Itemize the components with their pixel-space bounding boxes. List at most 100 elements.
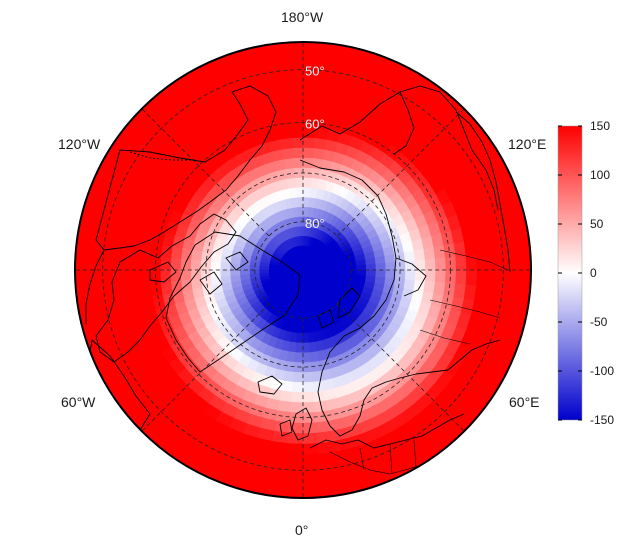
field-cell — [465, 269, 477, 286]
field-cell — [286, 442, 304, 455]
field-cell — [220, 269, 232, 278]
field-cell — [374, 275, 386, 285]
field-cell — [118, 269, 131, 287]
field-cell — [129, 254, 141, 271]
colorbar-tick-label: 50 — [590, 217, 604, 231]
coastline-asia-east — [455, 111, 511, 273]
field-cell — [518, 249, 531, 271]
field-cell — [507, 269, 521, 290]
field-cell — [434, 257, 446, 271]
field-cell — [85, 250, 99, 271]
field-cell — [282, 42, 304, 55]
lon-label-120w: 120°W — [58, 136, 101, 152]
field-cell — [277, 399, 292, 413]
field-cell — [292, 371, 304, 383]
field-cell — [290, 127, 304, 139]
field-cell — [277, 127, 292, 141]
field-cell — [434, 269, 446, 283]
field-cell — [355, 269, 367, 276]
colorbar-tick-label: 150 — [590, 119, 611, 133]
field-cell — [302, 351, 312, 363]
field-cell — [292, 381, 304, 393]
field-cell — [274, 107, 291, 121]
field-cell — [295, 187, 304, 199]
field-cell — [139, 269, 152, 285]
field-cell — [302, 197, 310, 208]
colorbar-tick-label: 100 — [590, 168, 611, 182]
field-cell — [518, 269, 531, 291]
field-cell — [210, 253, 223, 264]
field-cell — [486, 269, 499, 288]
field-cell — [285, 74, 304, 87]
field-cell — [302, 96, 319, 108]
field-cell — [297, 322, 304, 334]
field-cell — [285, 453, 304, 466]
field-cell — [302, 485, 324, 498]
lon-label-180w: 180°W — [281, 9, 324, 25]
graticule-lon-225 — [141, 108, 270, 237]
field-cell — [302, 432, 319, 444]
colorbar-tick-marks — [558, 125, 582, 421]
coastline-siberia-north — [299, 159, 397, 337]
field-cell — [414, 259, 426, 271]
field-cell — [286, 350, 297, 363]
coastline-scandinavia — [317, 335, 449, 437]
field-cell — [374, 262, 386, 271]
field-cell — [475, 253, 488, 271]
field-cell — [403, 278, 415, 290]
field-cell — [287, 96, 304, 108]
field-cell — [171, 246, 184, 260]
field-cell — [393, 277, 405, 289]
graticule-lon-315 — [141, 303, 270, 432]
coastline-uk — [291, 407, 313, 441]
field-cell — [288, 106, 304, 119]
field-cell — [422, 280, 435, 294]
field-cell — [365, 269, 376, 277]
lon-label-60e: 60°E — [509, 394, 540, 410]
graticule-lon-45 — [336, 303, 465, 432]
field-cell — [374, 269, 386, 278]
field-cell — [292, 147, 304, 159]
field-cell — [336, 269, 347, 275]
colorbar-tick-label: -150 — [590, 413, 615, 427]
field-cell — [384, 269, 396, 279]
map-border — [74, 41, 532, 499]
field-cell — [170, 258, 182, 271]
field-cell — [191, 250, 203, 262]
colorbar-tick-label: -50 — [590, 315, 608, 329]
field-cell — [452, 282, 466, 299]
field-cell — [292, 157, 304, 169]
lat-label-lat-70: 80° — [305, 216, 325, 231]
field-cell — [129, 269, 141, 286]
field-cell — [302, 391, 315, 403]
field-cell — [279, 389, 293, 402]
field-cell — [85, 269, 99, 290]
field-cell — [302, 453, 321, 466]
field-cell — [308, 187, 318, 199]
colorbar-tick-label: 0 — [590, 266, 597, 280]
field-cell — [302, 236, 307, 247]
field-cell — [75, 269, 88, 291]
field-cell — [432, 281, 446, 296]
field-cell — [302, 177, 312, 189]
lon-label-120e: 120°E — [508, 136, 547, 152]
field-cell — [422, 246, 435, 260]
field-cell — [129, 239, 143, 257]
lon-label-0: 0° — [295, 522, 309, 538]
field-cell — [272, 96, 290, 110]
field-cell — [442, 282, 456, 297]
field-cell — [302, 85, 320, 98]
field-cell — [302, 371, 314, 383]
coastline-pacific-nw — [85, 249, 105, 324]
field-cell — [288, 341, 298, 353]
field-cell — [302, 137, 315, 149]
field-cell — [239, 264, 251, 271]
field-cell — [129, 283, 143, 301]
field-cell — [309, 177, 320, 190]
field-cell — [210, 269, 222, 279]
field-cell — [302, 474, 323, 488]
field-cell — [404, 269, 416, 281]
coastline-iceland — [257, 375, 283, 395]
coastlines — [85, 85, 511, 475]
